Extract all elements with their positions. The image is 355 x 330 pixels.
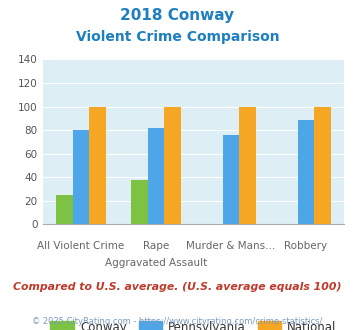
Text: Murder & Mans...: Murder & Mans... <box>186 241 275 251</box>
Text: Rape: Rape <box>143 241 169 251</box>
Bar <box>239 107 256 224</box>
Text: All Violent Crime: All Violent Crime <box>37 241 125 251</box>
Text: Aggravated Assault: Aggravated Assault <box>105 258 207 268</box>
Text: Compared to U.S. average. (U.S. average equals 100): Compared to U.S. average. (U.S. average … <box>13 282 342 292</box>
Bar <box>56 195 73 224</box>
Text: Robbery: Robbery <box>284 241 327 251</box>
Text: 2018 Conway: 2018 Conway <box>120 8 235 23</box>
Text: © 2025 CityRating.com - https://www.cityrating.com/crime-statistics/: © 2025 CityRating.com - https://www.city… <box>32 317 323 326</box>
Bar <box>73 130 89 224</box>
Bar <box>223 135 239 224</box>
Bar <box>131 180 148 224</box>
Bar <box>164 107 181 224</box>
Bar <box>314 107 331 224</box>
Text: Violent Crime Comparison: Violent Crime Comparison <box>76 30 279 44</box>
Bar <box>148 128 164 224</box>
Bar <box>89 107 106 224</box>
Bar <box>297 119 314 224</box>
Legend: Conway, Pennsylvania, National: Conway, Pennsylvania, National <box>46 316 341 330</box>
